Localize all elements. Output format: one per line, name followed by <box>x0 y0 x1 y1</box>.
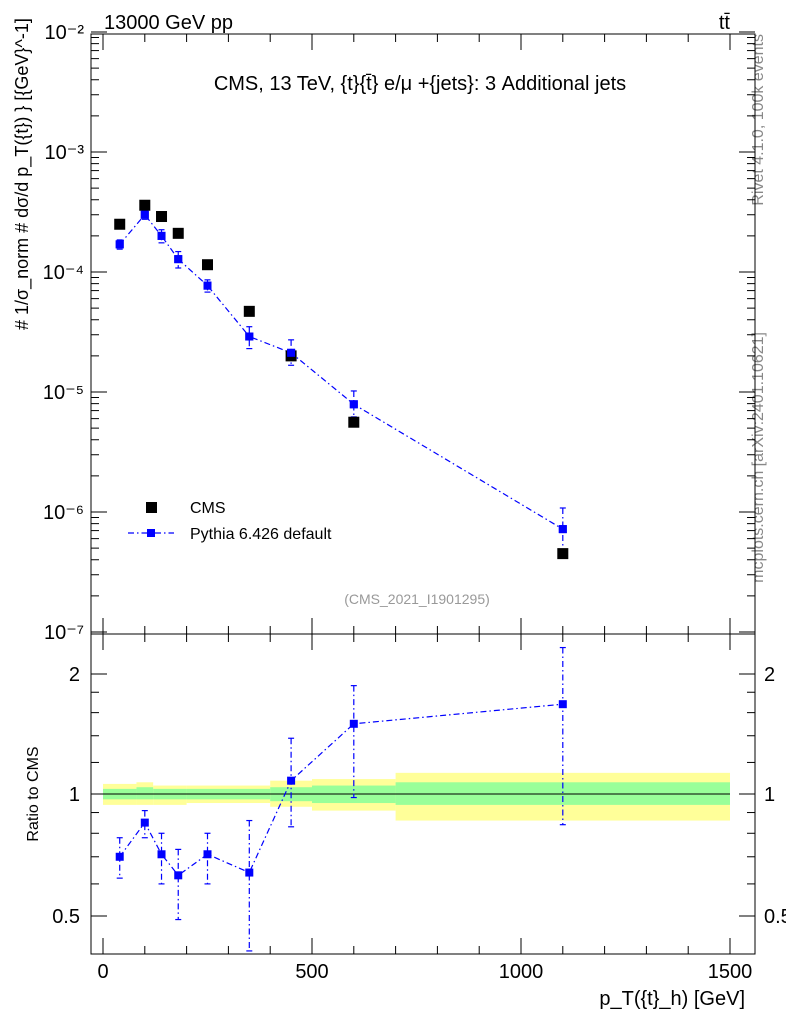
y-tick-label: 10⁻⁶ <box>43 502 84 524</box>
data-point <box>115 240 124 249</box>
main-y-axis-title: # 1/σ_norm # dσ/d p_T({t}) } [{GeV}^-1] <box>12 18 33 330</box>
process-label: tt̄ <box>719 12 731 34</box>
data-point <box>114 218 126 230</box>
data-point <box>172 227 184 239</box>
rivet-version-label: Rivet 4.1.0, 100k events <box>750 34 767 206</box>
data-point <box>203 850 212 859</box>
y-tick-label: 10⁻² <box>45 22 85 44</box>
data-point <box>157 231 166 240</box>
ratio-panel: 0.5 0.5 1 1 2 2 0 500 1000 1500 Ratio to CMS p_T… <box>25 633 786 1010</box>
data-point <box>245 868 254 877</box>
y-tick-label: 10⁻⁵ <box>43 382 84 404</box>
data-point <box>558 525 567 534</box>
y-tick-label: 10⁻³ <box>45 142 85 164</box>
chart-title: CMS, 13 TeV, {t}{t̄} e/μ +{jets}: 3 Addi… <box>214 73 626 95</box>
ratio-uncertainty-bands <box>103 772 730 821</box>
ratio-y-tick-label: 0.5 <box>52 906 80 928</box>
data-point <box>243 305 255 317</box>
series-line <box>119 703 563 877</box>
data-point <box>349 400 358 409</box>
ratio-y-axis-ticks: 0.5 0.5 1 1 2 2 <box>52 664 786 928</box>
main-panel-frame <box>90 33 756 635</box>
x-tick-label: 0 <box>97 961 108 983</box>
legend-cms-label: CMS <box>190 500 226 517</box>
data-point <box>202 259 213 271</box>
data-point <box>115 852 124 861</box>
main-y-axis-title-text: # 1/σ_norm # dσ/d p_T({t}) } [{GeV}^-1] <box>12 18 33 330</box>
main-y-axis-labels: 10⁻² 10⁻³ 10⁻⁴ 10⁻⁵ 10⁻⁶ 10⁻⁷ <box>43 22 85 644</box>
x-tick-label: 1000 <box>499 961 544 983</box>
data-point <box>558 700 567 709</box>
data-point <box>174 255 183 264</box>
ratio-y-tick-label: 0.5 <box>764 906 786 928</box>
x-axis-title: p_T({t}_h) [GeV] <box>599 988 745 1010</box>
data-point <box>140 818 149 827</box>
data-point <box>203 281 212 290</box>
legend: CMS Pythia 6.426 default <box>128 500 332 543</box>
mcplots-source-label: mcplots.cern.ch [arXiv:2401.10621] <box>750 332 767 583</box>
data-point <box>287 776 296 785</box>
legend-cms-marker <box>146 502 157 513</box>
data-point <box>348 416 360 428</box>
ratio-y-tick-label: 1 <box>69 784 80 806</box>
series-line <box>119 213 564 530</box>
data-point <box>349 719 358 728</box>
collision-energy-label: 13000 GeV pp <box>104 12 233 34</box>
x-tick-label: 1500 <box>708 961 753 983</box>
ratio-y-tick-label: 1 <box>764 784 775 806</box>
main-panel: 10⁻² 10⁻³ 10⁻⁴ 10⁻⁵ 10⁻⁶ 10⁻⁷ CMS, 13 TeV, {t… <box>12 18 756 644</box>
cms-series <box>114 199 569 560</box>
data-point <box>140 210 149 219</box>
ratio-y-axis-title: Ratio to CMS <box>25 746 42 841</box>
ratio-y-tick-label: 2 <box>69 664 80 686</box>
analysis-id-watermark: (CMS_2021_I1901295) <box>344 591 490 607</box>
data-point <box>174 871 183 880</box>
main-y-axis-ticks <box>91 31 755 633</box>
data-point <box>287 348 296 357</box>
data-point <box>557 548 569 560</box>
ratio-x-axis-ticks: 0 500 1000 1500 <box>97 634 752 983</box>
x-tick-label: 500 <box>295 961 328 983</box>
data-point <box>156 211 168 223</box>
data-point <box>157 850 166 859</box>
y-tick-label: 10⁻⁴ <box>43 262 84 284</box>
y-tick-label: 10⁻⁷ <box>44 622 84 644</box>
legend-pythia-label: Pythia 6.426 default <box>190 526 332 543</box>
legend-pythia-marker <box>147 529 155 537</box>
main-x-axis-ticks <box>102 34 731 634</box>
data-point <box>245 332 254 341</box>
ratio-y-tick-label: 2 <box>764 664 775 686</box>
pythia-series <box>115 209 567 552</box>
ratio-pythia-series <box>115 646 567 952</box>
data-point <box>139 199 151 211</box>
inner-band-segment <box>136 787 154 800</box>
